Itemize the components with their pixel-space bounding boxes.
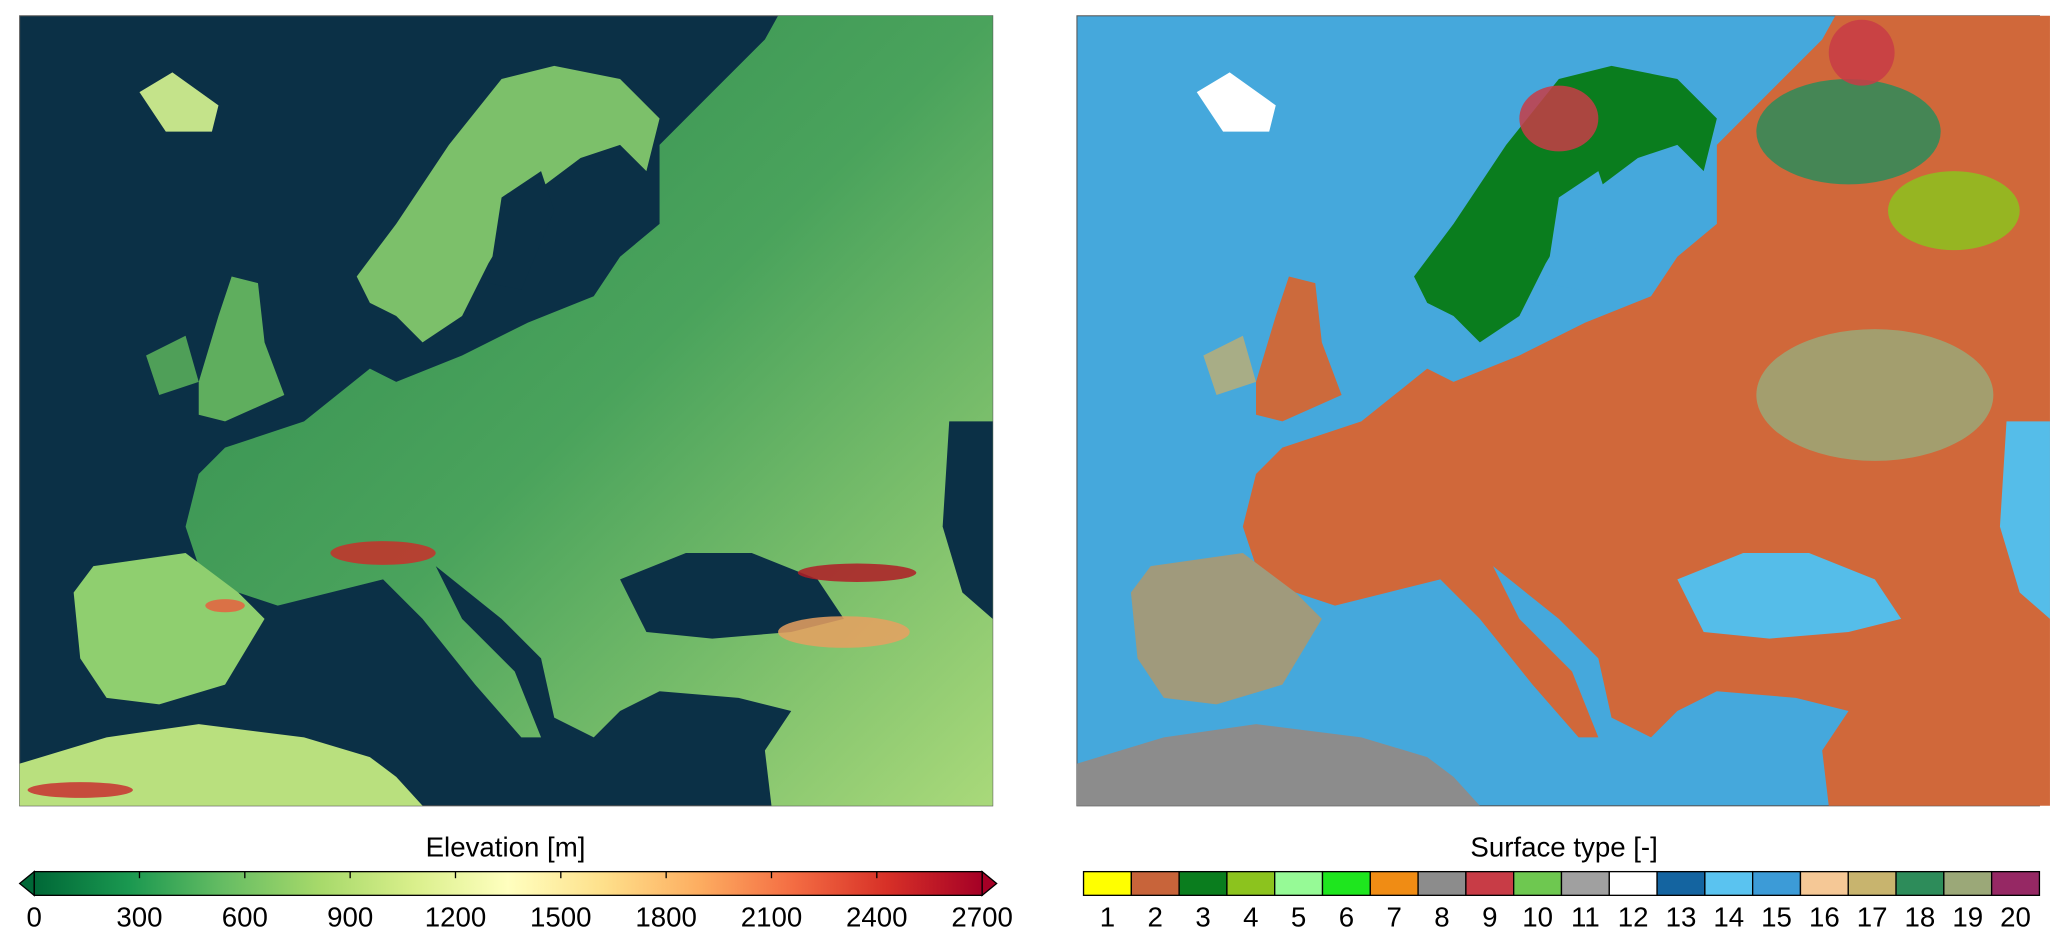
colorbar-tick-label: 2700 xyxy=(951,901,1013,932)
colorbar xyxy=(33,870,983,896)
colorbar-class xyxy=(1608,870,1658,896)
colorbar-class-label: 4 xyxy=(1243,901,1258,932)
land xyxy=(1130,553,1322,705)
colorbar-tick-label: 300 xyxy=(116,901,162,932)
colorbar-class xyxy=(1274,870,1324,896)
colorbar-class-label: 9 xyxy=(1482,901,1497,932)
colorbar-extend-low xyxy=(18,870,35,897)
colorbar-class-label: 16 xyxy=(1809,901,1840,932)
colorbar-tick-label: 1500 xyxy=(530,901,592,932)
relief xyxy=(205,599,245,613)
colorbar-class xyxy=(1704,870,1754,896)
colorbar-class xyxy=(1130,870,1180,896)
colorbar-class-label: 8 xyxy=(1434,901,1449,932)
land xyxy=(1196,72,1276,132)
relief xyxy=(778,616,910,648)
colorbar-label: Surface type [-] xyxy=(1470,832,1657,863)
colorbar-class-label: 5 xyxy=(1291,901,1306,932)
colorbar-class xyxy=(1178,870,1228,896)
colorbar-class xyxy=(1943,870,1993,896)
colorbar-class xyxy=(1465,870,1515,896)
colorbar-tick-label: 600 xyxy=(222,901,268,932)
colorbar-class xyxy=(1656,870,1706,896)
colorbar-class-label: 17 xyxy=(1857,901,1888,932)
colorbar-tick-label: 2100 xyxy=(741,901,803,932)
colorbar-tick-label: 1200 xyxy=(425,901,487,932)
colorbar-class xyxy=(1321,870,1371,896)
colorbar-class-label: 11 xyxy=(1571,901,1600,932)
relief xyxy=(27,782,133,798)
colorbar-class-label: 19 xyxy=(1952,901,1983,932)
surface-type-map xyxy=(1076,15,2050,807)
land xyxy=(198,276,285,422)
sea xyxy=(488,171,555,290)
colorbar-class xyxy=(1847,870,1897,896)
land xyxy=(139,72,219,132)
landcover xyxy=(1828,19,1895,86)
colorbar-class xyxy=(1990,870,2041,896)
landcover xyxy=(1519,85,1599,152)
landcover xyxy=(1888,171,2020,251)
colorbar-class xyxy=(1082,870,1132,896)
colorbar-class xyxy=(1799,870,1849,896)
colorbar-tick-label: 1800 xyxy=(635,901,697,932)
land xyxy=(1256,276,1342,422)
colorbar-class xyxy=(1417,870,1467,896)
colorbar-class xyxy=(1513,870,1563,896)
land xyxy=(1076,724,1480,806)
colorbar-tick-label: 2400 xyxy=(846,901,908,932)
land xyxy=(146,335,199,395)
land xyxy=(1203,335,1257,395)
relief xyxy=(330,541,436,565)
elevation-map xyxy=(19,15,994,807)
colorbar-class-label: 13 xyxy=(1666,901,1697,932)
colorbar-class-label: 10 xyxy=(1522,901,1553,932)
colorbar-class-label: 14 xyxy=(1713,901,1744,932)
colorbar-class xyxy=(1369,870,1419,896)
colorbar-class-label: 20 xyxy=(2000,901,2031,932)
colorbar-class xyxy=(1560,870,1610,896)
sea xyxy=(1999,421,2050,619)
landcover xyxy=(1756,329,1994,461)
colorbar-class-label: 15 xyxy=(1761,901,1792,932)
colorbar-class-label: 3 xyxy=(1195,901,1210,932)
sea xyxy=(1677,553,1902,639)
colorbar-class-label: 2 xyxy=(1148,901,1163,932)
colorbar-tick-label: 900 xyxy=(327,901,373,932)
colorbar-class xyxy=(1895,870,1945,896)
colorbar-class-label: 7 xyxy=(1387,901,1402,932)
colorbar-class xyxy=(1226,870,1276,896)
colorbar-class-label: 12 xyxy=(1618,901,1649,932)
colorbar-label: Elevation [m] xyxy=(426,832,586,863)
colorbar-class-label: 18 xyxy=(1905,901,1936,932)
colorbar-class-label: 6 xyxy=(1339,901,1354,932)
landcover xyxy=(1756,79,1941,185)
colorbar-class xyxy=(1752,870,1802,896)
relief xyxy=(797,563,917,582)
colorbar-tick-label: 0 xyxy=(26,901,41,932)
sea xyxy=(620,553,844,639)
colorbar-class-label: 1 xyxy=(1100,901,1115,932)
sea xyxy=(942,421,993,619)
colorbar-extend-high xyxy=(981,870,998,897)
sea xyxy=(1545,171,1612,290)
land xyxy=(73,553,265,705)
